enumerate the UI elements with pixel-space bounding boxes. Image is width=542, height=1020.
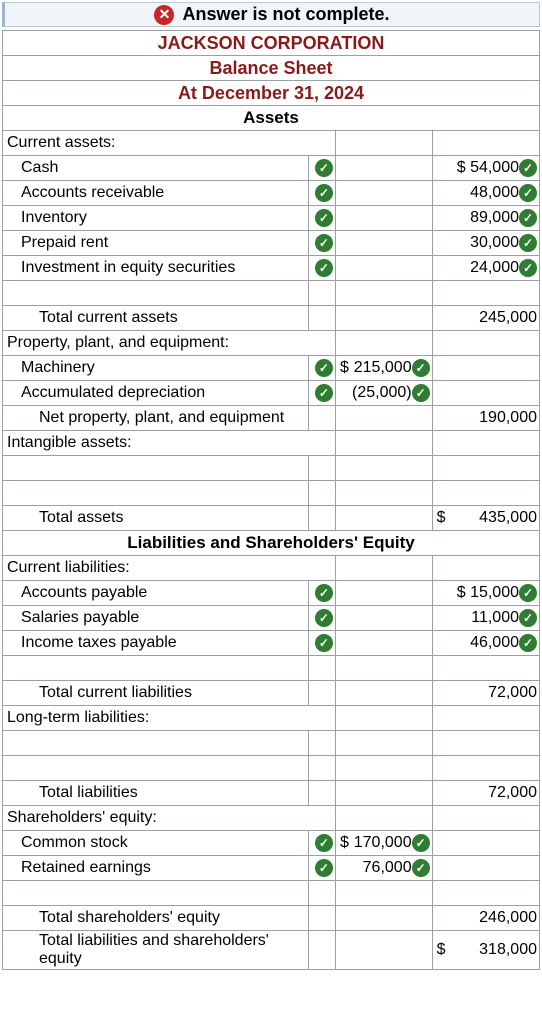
check-icon: ✓ [315,359,333,377]
value-salaries: 11,000 [437,609,519,627]
label-ap: Accounts payable [3,581,309,606]
check-icon: ✓ [315,384,333,402]
value-cash: $ 54,000 [437,159,519,177]
check-icon: ✓ [315,209,333,227]
check-icon: ✓ [519,159,537,177]
value-ap: $ 15,000 [437,584,519,602]
label-total-current-assets: Total current assets [3,306,309,331]
label-ar: Accounts receivable [3,181,309,206]
check-icon: ✓ [315,159,333,177]
incomplete-banner: ✕ Answer is not complete. [2,2,540,27]
check-icon: ✓ [519,209,537,227]
label-total-assets: Total assets [3,506,309,531]
value-machinery: 215,000 [349,359,412,377]
check-icon: ✓ [315,834,333,852]
check-icon: ✓ [315,609,333,627]
currency-symbol: $ [437,509,446,527]
label-current-liab: Current liabilities: [3,556,336,581]
check-icon: ✓ [412,834,430,852]
currency-symbol: $ [340,834,349,852]
label-total-liab: Total liabilities [3,781,309,806]
value-investment: 24,000 [437,259,519,277]
label-prepaid-rent: Prepaid rent [3,231,309,256]
check-icon: ✓ [315,184,333,202]
label-net-ppe: Net property, plant, and equipment [3,406,309,431]
value-inventory: 89,000 [437,209,519,227]
label-common-stock: Common stock [3,831,309,856]
value-ar: 48,000 [437,184,519,202]
label-ppe: Property, plant, and equipment: [3,331,336,356]
check-icon: ✓ [519,234,537,252]
value-net-ppe: 190,000 [432,406,539,431]
label-long-term: Long-term liabilities: [3,706,336,731]
check-icon: ✓ [412,384,430,402]
sheet-date: At December 31, 2024 [3,81,540,106]
banner-text: Answer is not complete. [182,4,389,25]
error-icon: ✕ [154,5,174,25]
value-retained: 76,000 [340,859,412,877]
check-icon: ✓ [315,634,333,652]
check-icon: ✓ [315,584,333,602]
check-icon: ✓ [315,859,333,877]
label-se: Shareholders' equity: [3,806,336,831]
check-icon: ✓ [519,184,537,202]
label-current-assets: Current assets: [3,131,336,156]
currency-symbol: $ [437,941,446,959]
label-total-se: Total shareholders' equity [3,906,309,931]
assets-header: Assets [3,106,540,131]
label-salaries: Salaries payable [3,606,309,631]
value-total-current-assets: 245,000 [432,306,539,331]
value-total-se: 246,000 [432,906,539,931]
value-total-assets: 435,000 [446,509,538,527]
label-cash: Cash [3,156,309,181]
check-icon: ✓ [519,259,537,277]
check-icon: ✓ [315,259,333,277]
label-machinery: Machinery [3,356,309,381]
check-icon: ✓ [412,859,430,877]
label-inventory: Inventory [3,206,309,231]
label-accum-dep: Accumulated depreciation [3,381,309,406]
check-icon: ✓ [315,234,333,252]
label-retained: Retained earnings [3,856,309,881]
value-taxes: 46,000 [437,634,519,652]
value-prepaid-rent: 30,000 [437,234,519,252]
sheet-title: Balance Sheet [3,56,540,81]
value-total-liab: 72,000 [432,781,539,806]
check-icon: ✓ [519,609,537,627]
label-total-current-liab: Total current liabilities [3,681,309,706]
check-icon: ✓ [519,584,537,602]
label-taxes: Income taxes payable [3,631,309,656]
balance-sheet-table: JACKSON CORPORATION Balance Sheet At Dec… [2,30,540,970]
value-total-current-liab: 72,000 [432,681,539,706]
company-name: JACKSON CORPORATION [3,31,540,56]
liab-header: Liabilities and Shareholders' Equity [3,531,540,556]
value-accum-dep: (25,000) [340,384,412,402]
label-total-liab-se: Total liabilities and shareholders' equi… [3,931,309,970]
label-investment: Investment in equity securities [3,256,309,281]
label-intangible: Intangible assets: [3,431,336,456]
check-icon: ✓ [412,359,430,377]
currency-symbol: $ [340,359,349,377]
value-common-stock: 170,000 [349,834,412,852]
value-total-liab-se: 318,000 [446,941,538,959]
check-icon: ✓ [519,634,537,652]
